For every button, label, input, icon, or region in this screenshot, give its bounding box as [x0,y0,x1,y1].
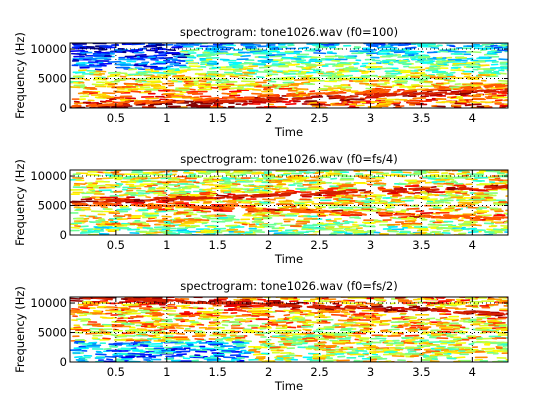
chart-title: spectrogram: tone1026.wav (f0=fs/2) [180,279,397,293]
spectrogram-panel-1: 0.5 1 1.5 2 2.5 3 3.5 4 0 5000 10000 spectrogram: t… [13,25,519,139]
chart-title: spectrogram: tone1026.wav (f0=fs/4) [180,152,397,166]
x-tick-label: 2 [265,365,272,379]
y-tick-label: 10000 [30,296,67,310]
spectrogram-heatmap [70,170,519,236]
x-tick-label: 0.5 [107,238,125,252]
x-tick-label: 2.5 [310,365,328,379]
x-tick-label: 3 [367,365,374,379]
spectrogram-panel-2: 0.5 1 1.5 2 2.5 3 3.5 4 0 5000 10000 spectrogram: t… [13,152,519,266]
y-tick-label: 5000 [38,199,67,213]
y-tick-label: 5000 [38,326,67,340]
x-tick-label: 3 [367,238,374,252]
x-tick-label: 2.5 [310,238,328,252]
x-tick-label: 1 [163,111,170,125]
x-axis-label: Time [274,252,303,266]
x-axis-label: Time [274,125,303,139]
y-axis-label: Frequency (Hz) [13,286,27,373]
x-tick-label: 2.5 [310,111,328,125]
x-tick-label: 4 [469,111,476,125]
x-tick-label: 0.5 [107,365,125,379]
x-tick-label: 1.5 [209,238,227,252]
x-tick-label: 2 [265,111,272,125]
y-tick-label: 0 [60,355,67,369]
spectrogram-heatmap [70,296,518,362]
spectrogram-heatmap [70,43,519,109]
y-tick-label: 10000 [30,169,67,183]
x-tick-label: 4 [469,238,476,252]
x-tick-label: 0.5 [107,111,125,125]
chart-title: spectrogram: tone1026.wav (f0=100) [180,25,398,39]
x-tick-label: 2 [265,238,272,252]
x-tick-label: 3.5 [412,238,430,252]
x-tick-label: 3 [367,111,374,125]
y-tick-label: 10000 [30,42,67,56]
y-axis-label: Frequency (Hz) [13,32,27,119]
y-tick-label: 0 [60,101,67,115]
x-tick-label: 1 [163,365,170,379]
y-tick-label: 0 [60,228,67,242]
x-tick-label: 1.5 [209,365,227,379]
x-axis-label: Time [274,379,303,393]
x-tick-label: 1.5 [209,111,227,125]
y-axis-label: Frequency (Hz) [13,159,27,246]
y-tick-label: 5000 [38,72,67,86]
x-tick-label: 3.5 [412,365,430,379]
x-tick-label: 3.5 [412,111,430,125]
x-tick-label: 1 [163,238,170,252]
x-tick-label: 4 [469,365,476,379]
spectrogram-panel-3: 0.5 1 1.5 2 2.5 3 3.5 4 0 5000 10000 spectrogram: t… [13,279,518,393]
